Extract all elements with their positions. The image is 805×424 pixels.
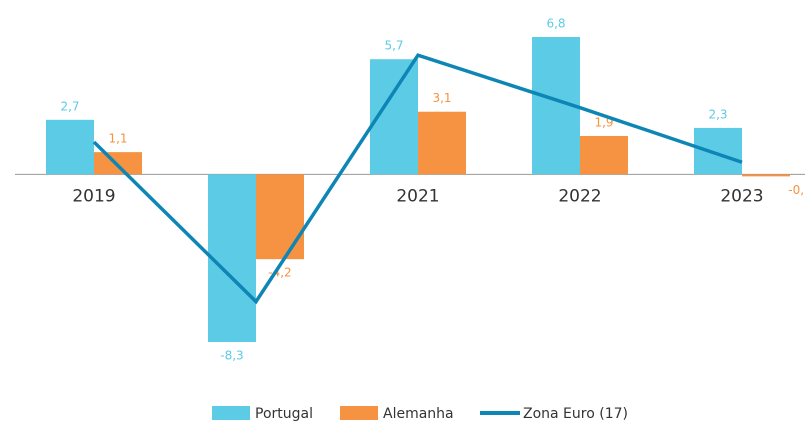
legend-swatch [212, 406, 250, 420]
x-tick-label: 2019 [72, 186, 115, 206]
x-tick-label: 2023 [720, 186, 763, 206]
bar [46, 119, 94, 175]
bar [256, 174, 304, 260]
bar [742, 174, 790, 177]
bar [580, 135, 628, 175]
value-label: -0,1 [788, 183, 805, 197]
bar [208, 174, 256, 342]
value-label: 6,8 [546, 17, 565, 31]
bar [418, 111, 466, 175]
bar [694, 127, 742, 175]
value-label: 2,3 [708, 107, 727, 121]
legend-label: Zona Euro (17) [523, 406, 628, 422]
value-label: -8,3 [220, 349, 243, 363]
legend-label: Portugal [255, 406, 313, 422]
value-label: 1,1 [108, 132, 127, 146]
x-tick-label: 2021 [396, 186, 439, 206]
x-tick-label: 2022 [558, 186, 601, 206]
legend-label: Alemanha [383, 406, 454, 422]
value-label: 2,7 [60, 99, 79, 113]
legend-swatch [340, 406, 378, 420]
value-label: 5,7 [384, 39, 403, 53]
line-series [92, 53, 743, 305]
value-label: 3,1 [432, 91, 451, 105]
legend-swatch [480, 411, 520, 415]
